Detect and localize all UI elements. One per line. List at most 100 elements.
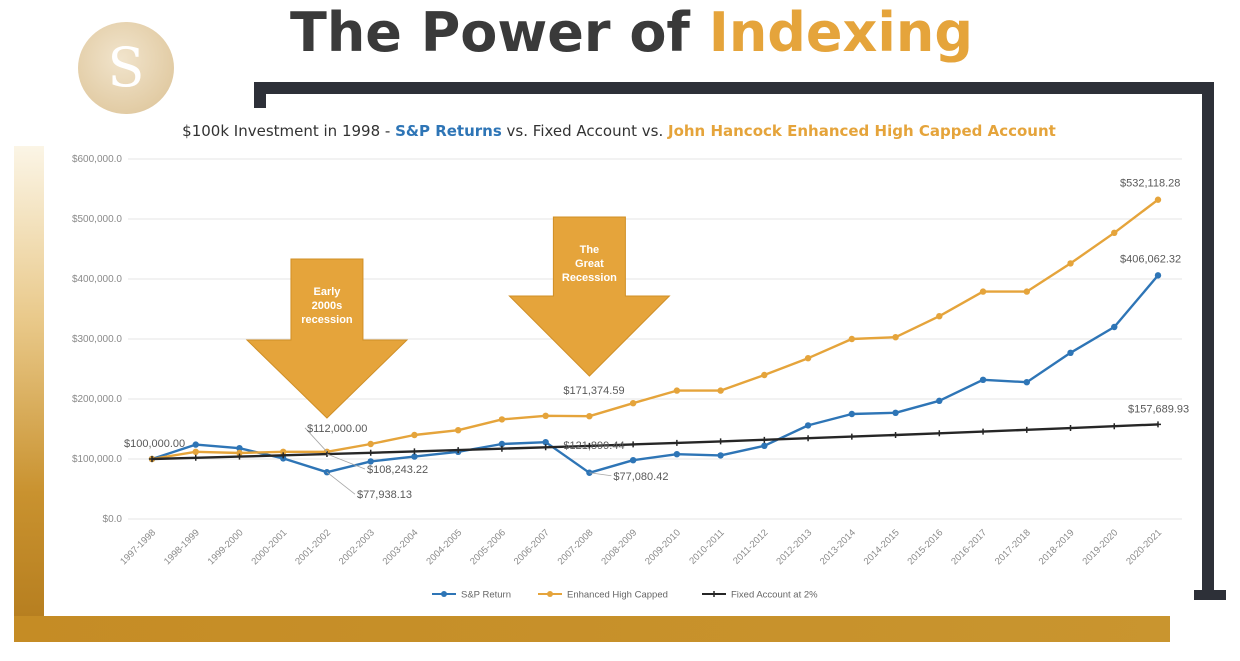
series-point (936, 430, 943, 437)
series-line (151, 198, 1159, 461)
series-point (761, 436, 768, 443)
x-tick-label: 2015-2016 (906, 527, 946, 567)
logo-letter: S (107, 36, 145, 99)
series-point (411, 453, 418, 460)
data-label-leader (326, 453, 366, 470)
series-point (804, 422, 812, 429)
series-point (717, 452, 724, 459)
x-tick-label: 1997-1998 (118, 527, 158, 567)
x-tick-label: 2014-2015 (862, 527, 902, 567)
series-point (629, 457, 637, 464)
legend-label: S&P Return (461, 590, 511, 601)
series-point (1155, 421, 1161, 428)
series-point (1023, 379, 1030, 386)
x-tick-label: 2004-2005 (424, 527, 464, 567)
series-point (804, 355, 812, 362)
series-point (936, 397, 943, 404)
series-point (979, 376, 987, 383)
legend-marker (441, 591, 447, 597)
series-point (980, 428, 987, 435)
series-point (761, 371, 768, 379)
series-point (149, 456, 155, 462)
title-part-gold: Indexing (708, 1, 973, 64)
series-point (498, 445, 505, 452)
series-point (848, 433, 855, 440)
data-label: $77,080.42 (613, 471, 668, 483)
annotation-arrow (245, 258, 409, 419)
series-point (586, 442, 593, 449)
series-point (717, 438, 724, 445)
data-label: $406,062.32 (1120, 253, 1181, 265)
x-tick-label: 2005-2006 (468, 527, 508, 567)
series-point (673, 451, 681, 458)
data-label: $77,938.13 (357, 489, 412, 501)
series-line (151, 274, 1159, 474)
chart-title-segment: S&P Returns (395, 122, 502, 140)
x-tick-label: 2013-2014 (818, 527, 858, 567)
series-point (586, 412, 593, 420)
y-tick-label: $0.0 (103, 514, 123, 525)
series-point (542, 444, 549, 451)
x-tick-label: 2012-2013 (774, 527, 814, 567)
x-tick-label: 2018-2019 (1037, 527, 1077, 567)
series-point (1023, 288, 1030, 295)
series-point (280, 455, 287, 462)
series-point (1111, 323, 1118, 331)
annotation-text: Recession (562, 272, 617, 284)
x-tick-label: 2006-2007 (512, 527, 552, 567)
dark-frame-corner (1194, 590, 1226, 600)
x-tick-label: 1998-1999 (162, 527, 202, 567)
series-point (848, 410, 856, 418)
x-tick-label: 2002-2003 (337, 527, 377, 567)
series-point (542, 439, 549, 446)
y-tick-label: $300,000.0 (72, 334, 122, 345)
series-point (455, 447, 462, 454)
annotation-arrow (508, 216, 671, 377)
x-tick-label: 2007-2008 (556, 527, 596, 567)
x-tick-label: 2010-2011 (687, 527, 726, 566)
chart-title-segment: $100k Investment in 1998 - (182, 122, 396, 140)
chart-title-segment: John Hancock Enhanced High Capped Accoun… (667, 122, 1056, 140)
series-point (630, 441, 637, 448)
y-tick-label: $500,000.0 (72, 214, 122, 225)
series-point (498, 440, 506, 448)
legend-marker (547, 591, 553, 597)
x-tick-label: 1999-2000 (206, 527, 246, 567)
series-point (367, 458, 374, 465)
series-point (1023, 426, 1030, 433)
series-point (673, 387, 681, 394)
y-tick-label: $100,000.0 (72, 454, 122, 465)
x-tick-label: 2000-2001 (249, 527, 289, 567)
series-point (367, 440, 374, 448)
series-point (979, 288, 987, 295)
y-tick-label: $600,000.0 (72, 154, 122, 165)
series-point (367, 449, 374, 456)
series-point (717, 387, 724, 394)
annotation-text: Early (313, 286, 341, 298)
series-point (761, 442, 768, 449)
gold-accent-bar-bottom (14, 616, 1170, 642)
series-point (1111, 229, 1118, 236)
annotation-text: 2000s (312, 300, 343, 312)
series-point (542, 412, 549, 419)
series-point (280, 448, 287, 455)
series-line (151, 423, 1159, 461)
data-label-leader (326, 471, 356, 495)
annotation-text: recession (301, 314, 353, 326)
series-point (236, 445, 243, 452)
x-tick-label: 2009-2010 (643, 527, 683, 567)
gold-accent-bar-left (14, 146, 44, 642)
chart-title: $100k Investment in 1998 - S&P Returns v… (44, 122, 1194, 140)
series-point (629, 400, 637, 407)
series-point (1154, 272, 1162, 279)
y-tick-label: $200,000.0 (72, 394, 122, 405)
x-tick-label: 2003-2004 (381, 527, 421, 567)
x-tick-label: 2017-2018 (993, 527, 1033, 567)
series-point (892, 409, 899, 416)
series-point (1111, 423, 1118, 430)
title-part-dark: The Power of (290, 1, 690, 64)
series-point (192, 454, 199, 461)
data-label: $108,243.22 (367, 464, 428, 476)
annotation-text: Great (575, 258, 604, 270)
series-point (586, 469, 593, 476)
